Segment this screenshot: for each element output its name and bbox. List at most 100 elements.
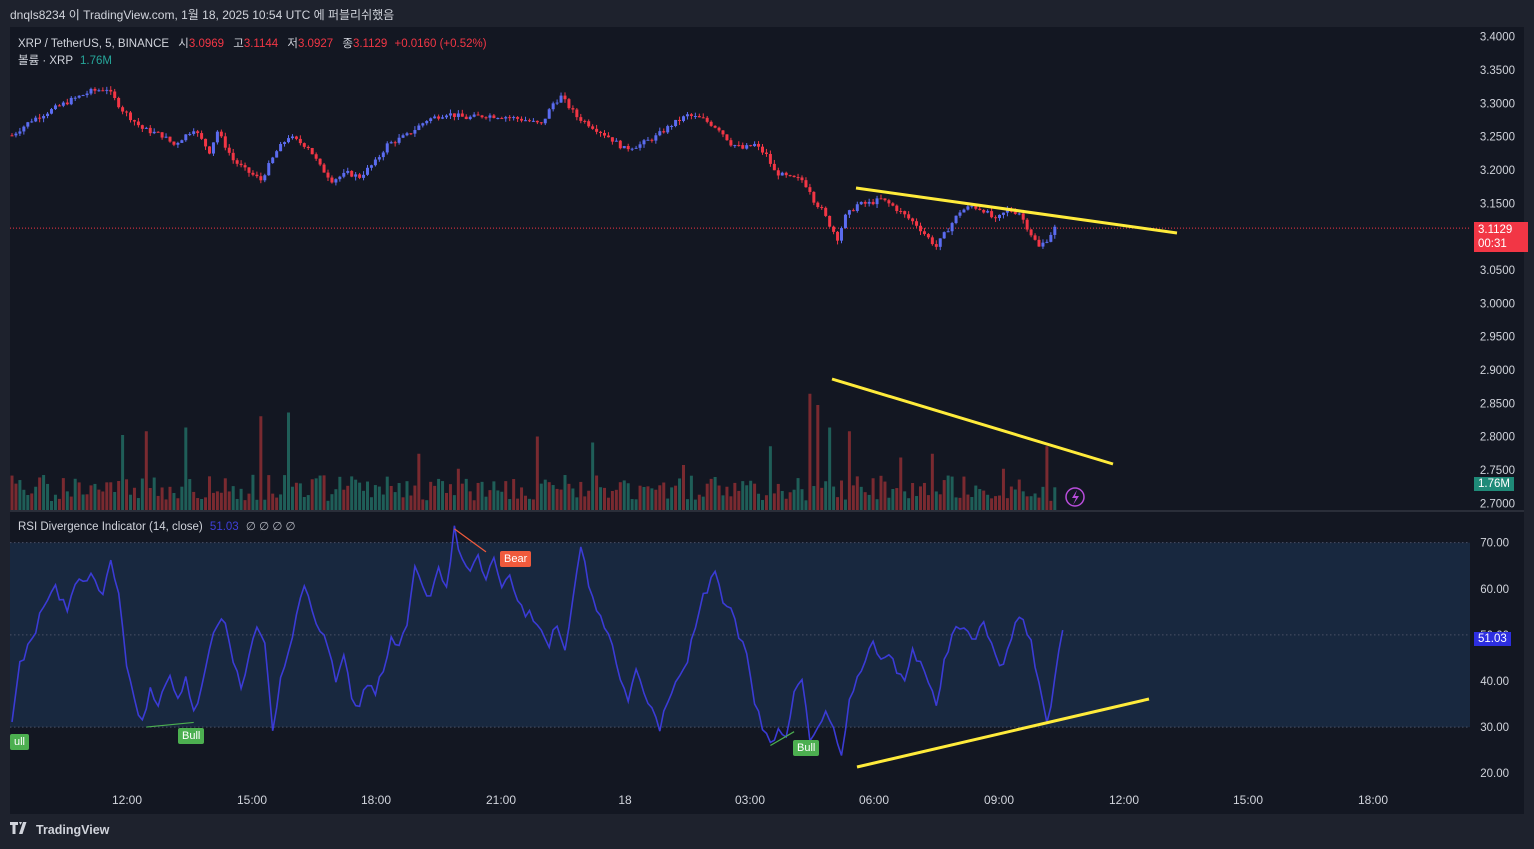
volume-bar (287, 412, 290, 510)
volume-bar (156, 495, 160, 510)
volume-bar (950, 476, 954, 510)
candle-body (50, 109, 53, 114)
volume-trendline[interactable] (831, 377, 1114, 466)
candle-body (836, 231, 840, 241)
brand-name: TradingView (36, 822, 110, 837)
candle-body (792, 175, 796, 178)
candle-body (709, 121, 713, 126)
volume-bar (314, 478, 318, 510)
candle-body (373, 159, 377, 166)
volume-bar (42, 475, 46, 510)
volume-bar (907, 498, 911, 510)
candle-body (610, 137, 614, 142)
rsi-tick-label: 40.00 (1480, 676, 1509, 688)
candle-body (749, 145, 753, 147)
volume-bar (642, 486, 646, 510)
candle-body (666, 126, 670, 133)
volume-bar (263, 499, 267, 510)
price-tick-label: 3.4000 (1480, 32, 1515, 44)
volume-bar (105, 482, 109, 510)
candle-body (986, 211, 990, 213)
candle-body (713, 125, 717, 128)
candle-body (452, 113, 456, 117)
candle-body (583, 120, 587, 122)
candle-body (800, 177, 804, 181)
candle-body (859, 201, 863, 205)
volume-bar (61, 478, 65, 510)
candle-body (847, 210, 851, 215)
candle-body (322, 164, 326, 173)
candle-body (776, 170, 780, 176)
rsi-trendline[interactable] (856, 697, 1150, 769)
volume-bar (587, 490, 591, 510)
volume-bar (318, 475, 322, 510)
candle-body (176, 142, 180, 145)
candle-body (460, 113, 464, 117)
price-trendline[interactable] (855, 186, 1178, 235)
candle-body (18, 131, 22, 134)
volume-bar (836, 497, 840, 510)
volume-bar (606, 497, 610, 510)
candle-body (689, 114, 693, 117)
candle-body (223, 136, 227, 148)
volume-bar (978, 489, 982, 510)
low-value: 3.0927 (297, 38, 334, 50)
volume-last-tag: 1.76M (1474, 477, 1514, 491)
volume-bar (994, 496, 998, 510)
candle-body (543, 118, 547, 124)
volume-bar (468, 491, 472, 510)
candle-body (464, 116, 468, 120)
low-label: 저 (287, 38, 298, 50)
candle-body (650, 139, 654, 141)
volume-bar (148, 487, 152, 510)
candle-body (290, 136, 294, 139)
candle-body (891, 203, 895, 206)
lightning-icon[interactable] (1065, 487, 1085, 507)
brand-footer[interactable]: TradingView (10, 822, 109, 837)
candle-body (215, 131, 219, 143)
candle-body (441, 117, 445, 119)
candle-body (492, 115, 496, 119)
bull-label: ull (10, 734, 30, 750)
volume-bar (57, 498, 61, 510)
volume-bar (508, 499, 512, 510)
volume-bar (603, 487, 606, 510)
volume-bar (22, 489, 26, 510)
candle-body (670, 126, 674, 128)
volume-bar (796, 478, 800, 510)
candle-body (994, 217, 998, 219)
price-tick-label: 2.8000 (1480, 432, 1515, 444)
candle-body (705, 117, 709, 122)
volume-bar (567, 483, 571, 510)
candle-body (784, 172, 788, 176)
volume-bar (630, 499, 634, 510)
candle-body (551, 103, 555, 110)
candle-body (737, 145, 741, 147)
candle-body (567, 99, 571, 109)
candle-body (595, 128, 599, 132)
volume-bar (887, 497, 891, 510)
candle-body (306, 146, 310, 148)
candle-body (456, 113, 460, 117)
candle-body (855, 204, 859, 211)
volume-bar (350, 476, 354, 510)
candle-body (421, 123, 425, 126)
volume-label[interactable]: 볼륨 · XRP (18, 55, 73, 67)
volume-bar (701, 496, 705, 510)
price-tick-label: 3.3500 (1480, 65, 1515, 77)
candle-body (1005, 209, 1009, 213)
rsi-label[interactable]: RSI Divergence Indicator (14, close) (18, 521, 203, 533)
candle-body (208, 146, 211, 154)
volume-bar (851, 485, 855, 510)
symbol-label[interactable]: XRP / TetherUS, 5, BINANCE (18, 38, 170, 50)
candle-body (385, 143, 389, 153)
volume-bar (626, 483, 630, 510)
candle-body (1045, 241, 1049, 243)
pane-separator[interactable] (10, 510, 1524, 512)
volume-bar (50, 500, 53, 510)
volume-bar (1009, 486, 1013, 510)
volume-bar (377, 486, 381, 510)
candle-body (496, 118, 500, 120)
rsi-last-tag: 51.03 (1474, 632, 1511, 646)
